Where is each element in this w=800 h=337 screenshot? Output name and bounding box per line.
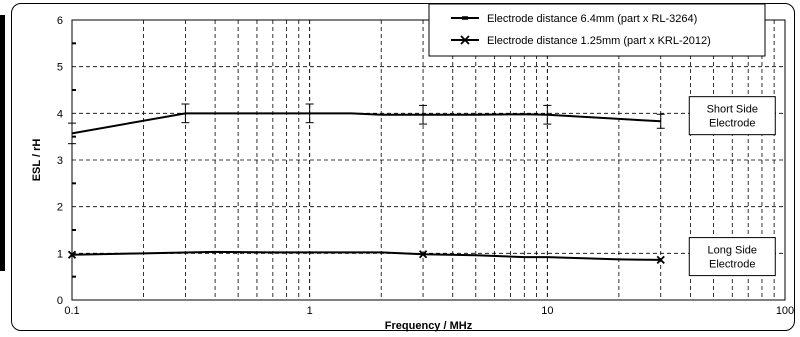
y-tick-label: 1: [57, 248, 63, 260]
x-tick-label: 100: [776, 305, 794, 317]
axis-tick-marks: [72, 42, 76, 278]
legend: Electrode distance 6.4mm (part x RL-3264…: [428, 3, 766, 57]
series-layer: [67, 103, 665, 265]
annotation-box: [688, 96, 776, 136]
legend-x-glyph: [460, 35, 470, 45]
legend-box: [428, 3, 766, 57]
y-tick-label: 6: [57, 15, 63, 27]
legend-entry: Electrode distance 1.25mm (part x KRL-20…: [451, 35, 711, 47]
y-tick-label: 0: [57, 295, 63, 307]
y-axis-label: ESL / rH: [31, 139, 43, 182]
y-tick-label: 3: [57, 155, 63, 167]
x-tick-label: 10: [541, 305, 553, 317]
left-edge-bar: [0, 15, 5, 271]
annotation-label: Electrode: [709, 259, 755, 271]
x-axis-label: Frequency / MHz: [385, 320, 473, 332]
chart-frame: [11, 3, 795, 331]
x-marker: [67, 250, 77, 259]
annotation-layer: Short Side Electrode Long Side Electrode: [688, 96, 776, 277]
legend-label: Electrode distance 1.25mm (part x KRL-20…: [487, 35, 711, 47]
x-tick-label: 0.1: [64, 305, 79, 317]
grid-lines: [72, 20, 786, 300]
annotation-label: Electrode: [709, 118, 755, 130]
y-tick-label: 4: [57, 108, 63, 120]
legend-x-marker: [460, 35, 470, 45]
tick-labels: 0.1 1 10 100 0 1 2 3 4 5 6: [57, 15, 794, 317]
series-line-long-side: [71, 250, 661, 261]
x-marker: [656, 255, 665, 265]
y-tick-label: 5: [57, 62, 63, 74]
annotation-box: [688, 237, 776, 277]
legend-entry: Electrode distance 6.4mm (part x RL-3264…: [451, 13, 697, 25]
annotation-label: Short Side: [707, 104, 758, 116]
annotation-label: Long Side: [708, 245, 758, 257]
series-line-short-side: [71, 112, 661, 135]
y-tick-label: 2: [57, 202, 63, 214]
legend-label: Electrode distance 6.4mm (part x RL-3264…: [487, 13, 697, 25]
x-marker: [418, 250, 428, 259]
x-tick-label: 1: [307, 305, 313, 317]
